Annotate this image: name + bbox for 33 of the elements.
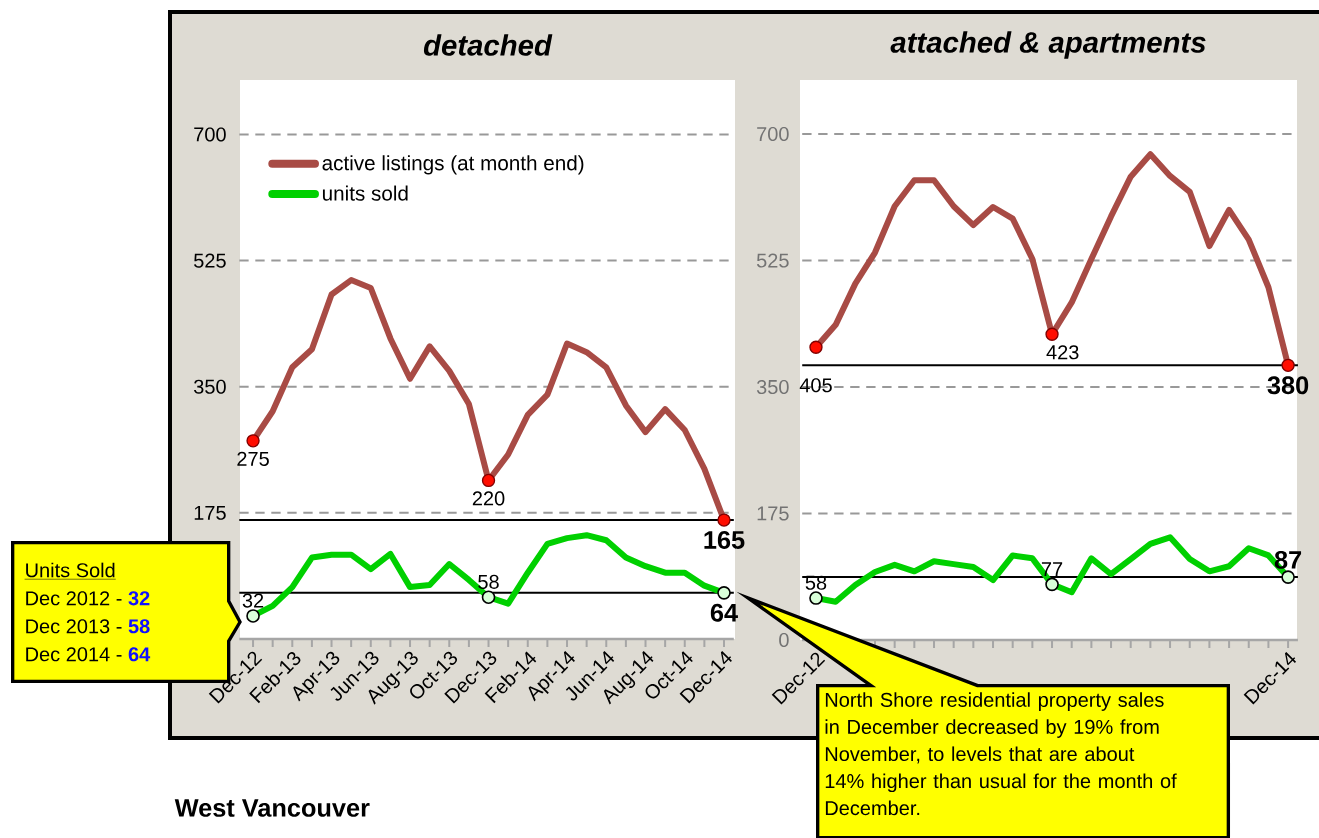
text: Dec 2013 - — [26, 619, 122, 634]
data-label: 77 — [1041, 562, 1063, 577]
data-label: 405 — [799, 378, 832, 393]
text: Units Sold — [26, 562, 115, 578]
text: West Vancouver — [174, 799, 370, 817]
text: Dec 2012 - — [26, 591, 122, 606]
y-tick-label: 175 — [757, 506, 789, 521]
chart-title: attached & apartments — [890, 31, 1206, 59]
text: 58 — [128, 619, 150, 634]
text: North Shore residential property sales in December decreased by 19% from November, to levels that are about 14% higher than usual for the month of December. — [825, 692, 1177, 816]
y-tick-label: 525 — [194, 253, 226, 268]
legend-label: units sold — [322, 185, 408, 201]
data-label: 64 — [710, 603, 738, 622]
y-tick-label: 350 — [193, 379, 226, 394]
data-label: 32 — [242, 593, 264, 608]
y-tick-label: 350 — [756, 379, 789, 395]
data-label: 275 — [237, 451, 269, 466]
data-label: 380 — [1267, 376, 1309, 395]
y-tick-label: 700 — [194, 127, 226, 142]
data-label: 165 — [704, 531, 745, 549]
y-tick-label: 525 — [756, 253, 789, 268]
y-tick-label: 700 — [757, 126, 789, 142]
legend-label: active listings (at month end) — [322, 155, 584, 175]
chart-title: detached — [423, 34, 553, 56]
data-label: 220 — [472, 491, 505, 506]
text: 32 — [128, 591, 150, 606]
text: Dec 2014 - — [26, 647, 122, 662]
text: 64 — [128, 647, 151, 662]
data-label: 423 — [1046, 345, 1079, 360]
data-label: 58 — [478, 574, 499, 589]
y-tick-label: 175 — [194, 505, 226, 520]
y-tick-label: 0 — [779, 632, 789, 648]
data-label: 87 — [1274, 550, 1302, 569]
